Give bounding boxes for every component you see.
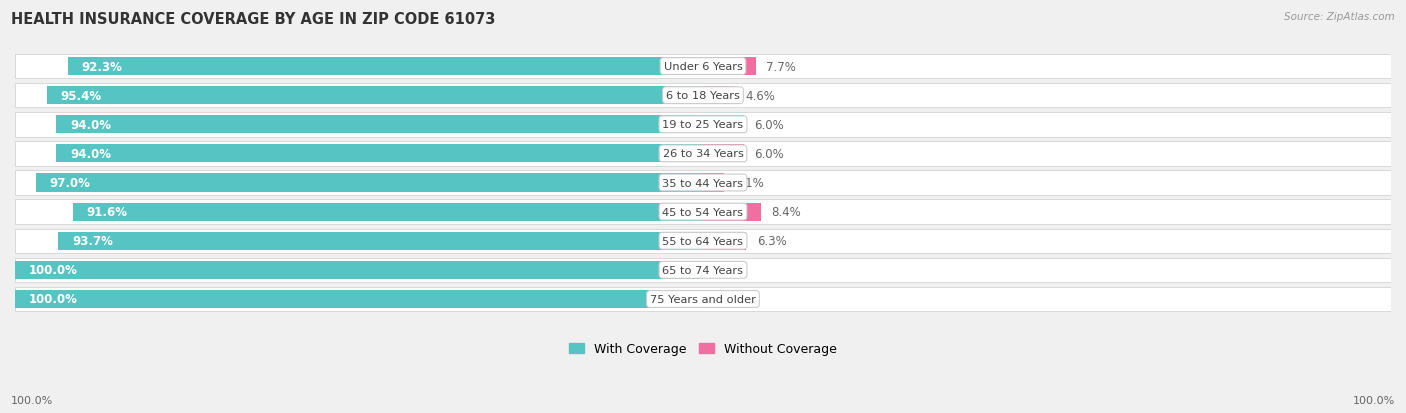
Text: 100.0%: 100.0%	[28, 293, 77, 306]
Bar	[67, 58, 703, 76]
Bar	[46, 87, 703, 105]
Text: 35 to 44 Years: 35 to 44 Years	[662, 178, 744, 188]
Text: 6 to 18 Years: 6 to 18 Years	[666, 91, 740, 101]
Text: 97.0%: 97.0%	[49, 177, 90, 190]
Bar	[15, 55, 1391, 79]
Bar	[703, 116, 744, 134]
Bar	[15, 290, 703, 308]
Text: 100.0%: 100.0%	[28, 264, 77, 277]
Bar	[15, 287, 1391, 311]
Bar	[58, 232, 703, 250]
Bar	[15, 142, 1391, 166]
Text: 3.1%: 3.1%	[735, 177, 765, 190]
Bar	[15, 113, 1391, 137]
Bar	[56, 145, 703, 163]
Text: 92.3%: 92.3%	[82, 60, 122, 74]
Text: Under 6 Years: Under 6 Years	[664, 62, 742, 72]
Bar	[703, 87, 735, 105]
Bar	[15, 84, 1391, 108]
Bar	[15, 261, 703, 279]
Text: 91.6%: 91.6%	[87, 206, 128, 218]
Bar	[56, 116, 703, 134]
Text: 6.0%: 6.0%	[755, 147, 785, 161]
Text: 100.0%: 100.0%	[1353, 395, 1395, 405]
Text: 45 to 54 Years: 45 to 54 Years	[662, 207, 744, 217]
Bar	[703, 58, 756, 76]
Text: 55 to 64 Years: 55 to 64 Years	[662, 236, 744, 246]
Bar	[15, 200, 1391, 224]
Text: 93.7%: 93.7%	[72, 235, 112, 248]
Bar	[73, 203, 703, 221]
Text: HEALTH INSURANCE COVERAGE BY AGE IN ZIP CODE 61073: HEALTH INSURANCE COVERAGE BY AGE IN ZIP …	[11, 12, 496, 27]
Text: 100.0%: 100.0%	[11, 395, 53, 405]
Text: Source: ZipAtlas.com: Source: ZipAtlas.com	[1284, 12, 1395, 22]
Bar	[35, 174, 703, 192]
Text: 94.0%: 94.0%	[70, 119, 111, 131]
Text: 19 to 25 Years: 19 to 25 Years	[662, 120, 744, 130]
Bar	[703, 174, 724, 192]
Text: 65 to 74 Years: 65 to 74 Years	[662, 265, 744, 275]
Text: 95.4%: 95.4%	[60, 90, 101, 102]
Text: 0.0%: 0.0%	[713, 264, 742, 277]
Text: 94.0%: 94.0%	[70, 147, 111, 161]
Bar	[15, 258, 1391, 282]
Text: 4.6%: 4.6%	[745, 90, 775, 102]
Text: 75 Years and older: 75 Years and older	[650, 294, 756, 304]
Legend: With Coverage, Without Coverage: With Coverage, Without Coverage	[564, 337, 842, 361]
Text: 0.0%: 0.0%	[713, 293, 742, 306]
Bar	[15, 171, 1391, 195]
Text: 6.3%: 6.3%	[756, 235, 786, 248]
Text: 7.7%: 7.7%	[766, 60, 796, 74]
Text: 26 to 34 Years: 26 to 34 Years	[662, 149, 744, 159]
Text: 6.0%: 6.0%	[755, 119, 785, 131]
Text: 8.4%: 8.4%	[770, 206, 801, 218]
Bar	[703, 232, 747, 250]
Bar	[15, 229, 1391, 253]
Bar	[703, 203, 761, 221]
Bar	[703, 145, 744, 163]
